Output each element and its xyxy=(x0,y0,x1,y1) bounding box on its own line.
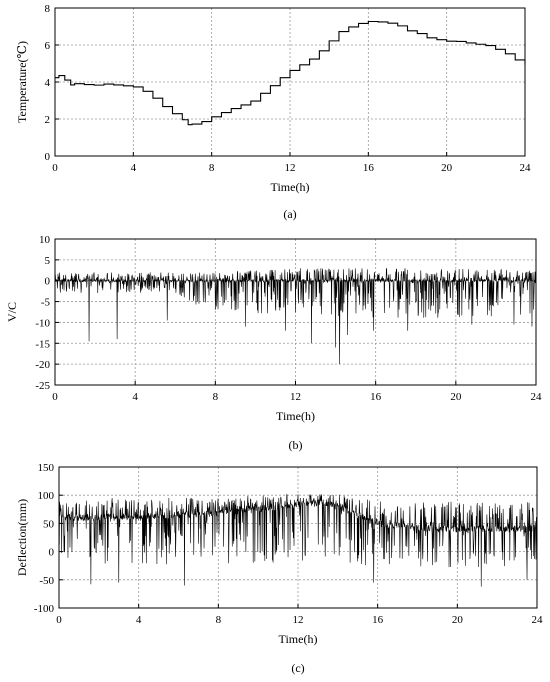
y-tick-label: -100 xyxy=(34,603,55,615)
y-tick-label: -5 xyxy=(41,297,51,309)
x-axis-label: Time(h) xyxy=(279,632,318,646)
y-tick-label: -20 xyxy=(35,359,50,371)
data-series-line xyxy=(54,268,537,365)
data-series-line xyxy=(55,20,526,126)
x-tick-label: 8 xyxy=(216,614,222,626)
y-tick-label: 10 xyxy=(39,234,51,246)
y-tick-label: -25 xyxy=(35,380,50,392)
y-tick-label: -15 xyxy=(35,338,50,350)
y-axis-label: Temperature(℃) xyxy=(15,41,29,123)
x-tick-label: 4 xyxy=(132,391,138,403)
y-tick-label: 50 xyxy=(43,518,55,530)
y-tick-label: 6 xyxy=(45,40,51,52)
y-tick-label: -10 xyxy=(35,317,50,329)
x-tick-label: 20 xyxy=(450,391,462,403)
x-tick-label: 24 xyxy=(520,162,532,174)
chart-b: 0 4 8 12 16 20 24 -25 -20 -15 -10 -5 0 5 10 Time(h) V/C (… xyxy=(5,234,542,452)
y-tick-label: 8 xyxy=(45,3,51,15)
y-axis-label: V/C xyxy=(5,302,19,322)
chart-c: 0 4 8 12 16 20 24 -100 -50 0 50 100 150 Time(h) Deflec… xyxy=(15,462,543,675)
x-tick-label: 16 xyxy=(370,391,382,403)
y-tick-label: 0 xyxy=(49,547,55,559)
y-tick-label: 2 xyxy=(45,114,51,126)
y-tick-label: 5 xyxy=(45,255,51,267)
y-tick-label: 100 xyxy=(38,490,55,502)
x-axis-label: Time(h) xyxy=(276,409,315,423)
x-tick-label: 16 xyxy=(363,162,375,174)
y-tick-label: 0 xyxy=(45,276,51,288)
x-tick-label: 8 xyxy=(209,162,215,174)
y-tick-label: 0 xyxy=(45,151,51,163)
x-tick-label: 0 xyxy=(56,614,62,626)
panel-label: (b) xyxy=(289,438,303,452)
y-tick-label: 4 xyxy=(45,77,51,89)
x-tick-label: 16 xyxy=(372,614,384,626)
x-tick-label: 12 xyxy=(293,614,304,626)
y-axis-label: Deflection(mm) xyxy=(15,499,29,576)
x-tick-label: 0 xyxy=(52,391,58,403)
x-tick-label: 24 xyxy=(532,614,544,626)
panel-label: (a) xyxy=(283,207,296,221)
panel-label: (c) xyxy=(291,661,304,675)
x-tick-label: 20 xyxy=(452,614,464,626)
x-tick-label: 0 xyxy=(52,162,58,174)
y-tick-label: 150 xyxy=(38,462,55,474)
x-tick-label: 4 xyxy=(136,614,142,626)
x-tick-label: 12 xyxy=(285,162,296,174)
x-tick-label: 24 xyxy=(531,391,543,403)
y-tick-label: -50 xyxy=(39,575,54,587)
x-axis-label: Time(h) xyxy=(271,180,310,194)
x-tick-label: 4 xyxy=(131,162,137,174)
x-tick-label: 8 xyxy=(213,391,219,403)
x-tick-label: 12 xyxy=(290,391,301,403)
data-series-line xyxy=(58,493,538,587)
x-tick-label: 20 xyxy=(441,162,453,174)
